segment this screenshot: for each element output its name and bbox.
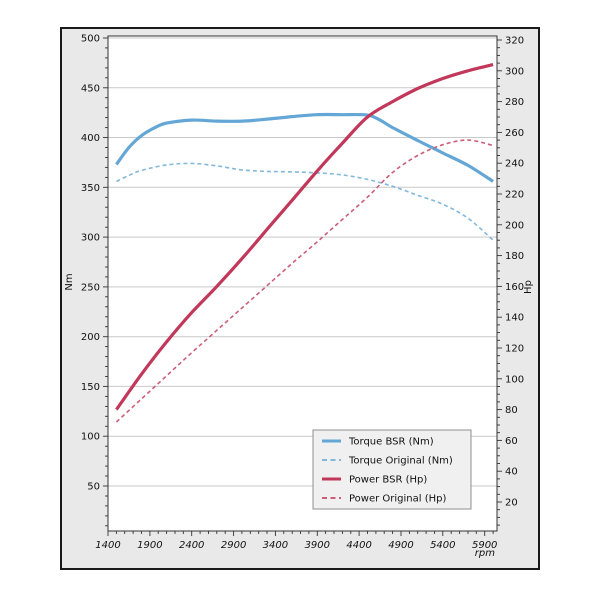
legend-label-power-bsr: Power BSR (Hp) (349, 475, 427, 486)
x-tick-label-3400: 3400 (263, 540, 288, 551)
x-tick-label-2900: 2900 (221, 540, 246, 551)
y-left-tick-label-450: 450 (81, 83, 100, 94)
x-tick-label-5900: 5900 (472, 540, 497, 551)
y-right-tick-label-240: 240 (505, 159, 524, 170)
y-right-tick-label-40: 40 (505, 467, 518, 478)
curve-torque-bsr-nm- (115, 112, 494, 183)
x-tick-label-4400: 4400 (346, 540, 371, 551)
y-right-tick-label-20: 20 (505, 498, 518, 509)
x-tick-label-1400: 1400 (95, 540, 120, 551)
y-right-tick-label-120: 120 (505, 344, 524, 355)
legend-box (312, 429, 472, 510)
y-right-tick-label-220: 220 (505, 190, 524, 201)
y-right-tick-label-320: 320 (505, 36, 524, 47)
y-left-tick-label-150: 150 (81, 382, 100, 393)
x-tick-label-4900: 4900 (388, 540, 413, 551)
y-left-tick-label-400: 400 (81, 133, 100, 144)
curves (115, 63, 494, 423)
y-left-tick-label-200: 200 (81, 332, 100, 343)
y-right-tick-label-60: 60 (505, 436, 518, 447)
y-right-tick-label-180: 180 (505, 251, 524, 262)
x-tick-label-3900: 3900 (305, 540, 330, 551)
y-right-tick-label-200: 200 (505, 220, 524, 231)
legend-label-torque-bsr: Torque BSR (Nm) (348, 437, 434, 448)
tick-labels: 1400 1900 2400 2900 3400 3900 4400 4900 5400 5900… (81, 34, 524, 552)
legend-label-power-original: Power Original (Hp) (349, 494, 446, 505)
y-left-tick-label-50: 50 (87, 482, 100, 493)
y-right-tick-label-140: 140 (505, 313, 524, 324)
x-axis-title: rpm (475, 548, 495, 559)
y-right-tick-label-260: 260 (505, 128, 524, 139)
y-right-tick-label-80: 80 (505, 405, 518, 416)
y-right-axis-title: Hp (523, 280, 534, 294)
legend-label-torque-original: Torque Original (Nm) (348, 456, 453, 467)
y-right-tick-label-100: 100 (505, 374, 524, 385)
x-tick-label-2400: 2400 (179, 540, 204, 551)
y-left-tick-label-300: 300 (81, 233, 100, 244)
curve-torque-original-nm- (116, 162, 494, 241)
y-right-tick-label-280: 280 (505, 97, 524, 108)
y-left-tick-label-250: 250 (81, 282, 100, 293)
curve-power-original-hp- (115, 139, 494, 423)
y-left-tick-label-500: 500 (81, 34, 100, 45)
y-left-tick-label-350: 350 (81, 183, 100, 194)
axis-ticks (103, 37, 502, 536)
y-left-tick-label-100: 100 (81, 432, 100, 443)
legend: Torque BSR (Nm) Torque Original (Nm) Pow… (312, 429, 472, 510)
x-tick-label-5400: 5400 (430, 540, 455, 551)
y-right-tick-label-160: 160 (505, 282, 524, 293)
y-right-tick-label-300: 300 (505, 66, 524, 77)
plot-frame (107, 35, 498, 532)
y-left-axis-title: Nm (64, 273, 75, 290)
curve-power-bsr-hp- (115, 63, 494, 411)
x-tick-label-1900: 1900 (137, 540, 162, 551)
